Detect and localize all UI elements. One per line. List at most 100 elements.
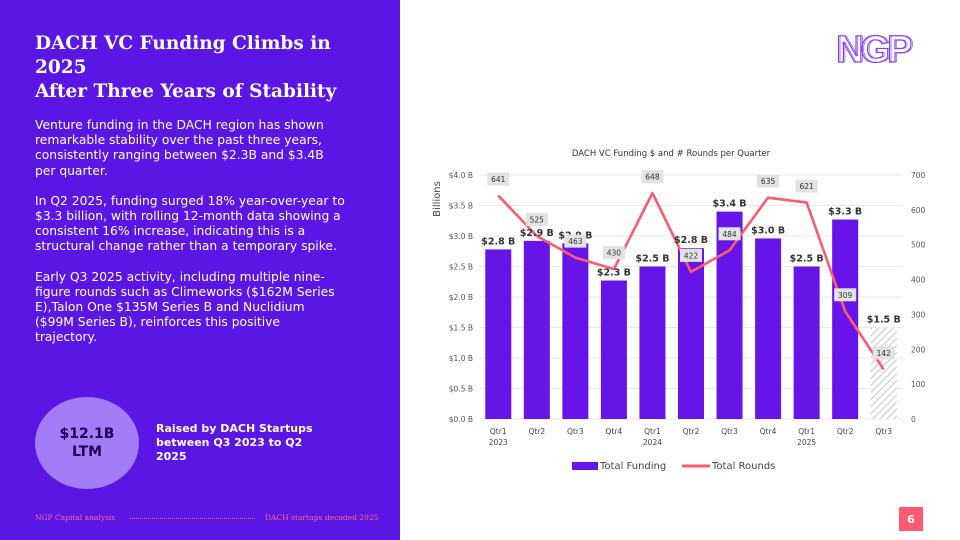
bar-data-label: $2.5 B (635, 254, 669, 265)
funding-bar (562, 243, 589, 419)
x-tick-label: Qtr2 (528, 427, 545, 436)
line-data-label: 621 (795, 179, 818, 193)
line-label-text: 422 (684, 251, 699, 260)
legend-swatch-funding (572, 462, 598, 470)
line-label-box (602, 246, 625, 260)
y2-tick-label: 600 (911, 206, 926, 215)
footer-divider (130, 518, 255, 519)
y-tick-label: $4.0 B (449, 171, 473, 180)
slide-title: DACH VC Funding Climbs in 2025 After Thr… (35, 32, 385, 104)
x-tick-label: Qtr4 (760, 427, 777, 436)
funding-bar (485, 249, 512, 419)
funding-bar (678, 248, 704, 419)
line-label-box (718, 227, 741, 241)
ngp-logo-text: NGP (836, 32, 912, 66)
paragraph-2: In Q2 2025, funding surged 18% year-over… (35, 193, 345, 254)
chart-title: DACH VC Funding $ and # Rounds per Quart… (572, 149, 771, 159)
y-tick-label: $0.5 B (449, 385, 473, 394)
body-text: Venture funding in the DACH region has s… (35, 118, 345, 361)
y2-tick-label: 300 (911, 310, 926, 319)
x-tick-label: Qtr2 (683, 427, 700, 436)
line-label-text: 463 (568, 237, 583, 246)
bar-data-label: $1.5 B (867, 315, 901, 326)
line-data-label: 309 (834, 288, 857, 302)
y-tick-label: $1.5 B (449, 324, 473, 333)
line-label-text: 621 (799, 182, 814, 191)
ltm-value: $12.1B (59, 426, 115, 442)
line-label-text: 648 (645, 173, 660, 182)
bar-series (485, 211, 897, 419)
y-tick-label: $3.0 B (449, 232, 473, 241)
bar-data-label: $2.8 B (674, 235, 708, 246)
x-tick-label: Qtr3 (875, 427, 892, 436)
line-label-box (757, 174, 780, 188)
line-label-text: 525 (530, 216, 545, 225)
y2-tick-label: 100 (911, 380, 926, 389)
x-tick-label: Qtr3 (721, 427, 738, 436)
y-tick-label: $3.5 B (449, 202, 473, 211)
x-tick-label: Qtr2 (837, 427, 854, 436)
title-line-2: After Three Years of Stability (35, 81, 337, 102)
bar-data-label: $3.0 B (751, 225, 785, 236)
paragraph-3: Early Q3 2025 activity, including multip… (35, 269, 335, 345)
y-tick-label: $0.0 B (449, 415, 473, 424)
line-data-label: 635 (757, 174, 780, 188)
funding-bar (523, 240, 550, 419)
legend-label-rounds: Total Rounds (711, 461, 775, 472)
y2-tick-label: 500 (911, 241, 926, 250)
line-data-label: 484 (718, 227, 741, 241)
funding-bar (639, 266, 666, 419)
line-label-box (795, 179, 818, 193)
line-label-text: 142 (877, 349, 892, 358)
x-year-label: 2024 (643, 438, 662, 447)
funding-bar (716, 211, 743, 419)
line-label-box (487, 172, 510, 186)
line-data-label: 422 (680, 248, 702, 262)
paragraph-1: Venture funding in the DACH region has s… (35, 118, 324, 178)
ltm-caption: Raised by DACH Startups between Q3 2023 … (156, 422, 313, 463)
x-year-label: 2025 (797, 438, 816, 447)
left-panel: DACH VC Funding Climbs in 2025 After Thr… (0, 0, 400, 540)
y2-tick-label: 700 (911, 171, 926, 180)
y-tick-label: $1.0 B (449, 354, 473, 363)
bar-data-label: $2.5 B (790, 254, 824, 265)
line-data-label: 463 (564, 234, 587, 248)
y-axis-ticks: $0.0 B $0.5 B $1.0 B $1.5 B $2.0 B $2.5 B $3.0… (449, 171, 473, 424)
x-year-label: 2023 (489, 438, 508, 447)
line-data-label: 641 (487, 172, 510, 186)
line-data-labels: 641 525 463 430 648 422 484 635 621 309 142 (487, 170, 895, 360)
funding-bar (600, 280, 627, 419)
line-label-text: 635 (761, 177, 776, 186)
ngp-logo: NGP NGP (836, 32, 917, 66)
line-label-box (872, 346, 895, 360)
legend-label-funding: Total Funding (599, 461, 666, 472)
funding-chart: DACH VC Funding $ and # Rounds per Quart… (432, 149, 926, 472)
funding-bar (870, 327, 897, 419)
line-label-box (564, 234, 587, 248)
x-tick-label: Qtr1 (644, 427, 661, 436)
line-label-box (525, 213, 548, 226)
x-tick-label: Qtr4 (606, 427, 623, 436)
line-data-label: 430 (602, 246, 625, 260)
y2-tick-label: 200 (911, 345, 926, 354)
x-axis-ticks: Qtr1 2023 Qtr2 Qtr3 Qtr4 Qtr1 2024 Qtr2 Qtr3 Qtr4… (489, 427, 893, 447)
y-axis-label: Billions (432, 181, 443, 217)
ltm-highlight-circle: $12.1B LTM (35, 397, 139, 489)
line-label-text: 484 (722, 230, 737, 239)
page-number: 6 (899, 507, 923, 531)
x-tick-label: Qtr3 (567, 427, 584, 436)
line-data-label: 648 (641, 170, 664, 184)
bar-data-label: $2.3 B (597, 268, 631, 279)
funding-bar (832, 219, 859, 419)
funding-bar (793, 266, 820, 419)
y-tick-label: $2.5 B (449, 263, 473, 272)
ltm-label: LTM (71, 444, 103, 460)
y2-axis-ticks: 0 100 200 300 400 500 600 700 (911, 171, 926, 424)
bar-data-label: $3.4 B (713, 199, 747, 210)
line-label-box (834, 288, 857, 302)
ngp-logo-outline: NGP (838, 32, 914, 66)
x-tick-label: Qtr1 (490, 427, 507, 436)
line-label-box (641, 170, 664, 184)
y2-tick-label: 400 (911, 276, 926, 285)
bar-data-label: $2.9 B (520, 228, 554, 239)
